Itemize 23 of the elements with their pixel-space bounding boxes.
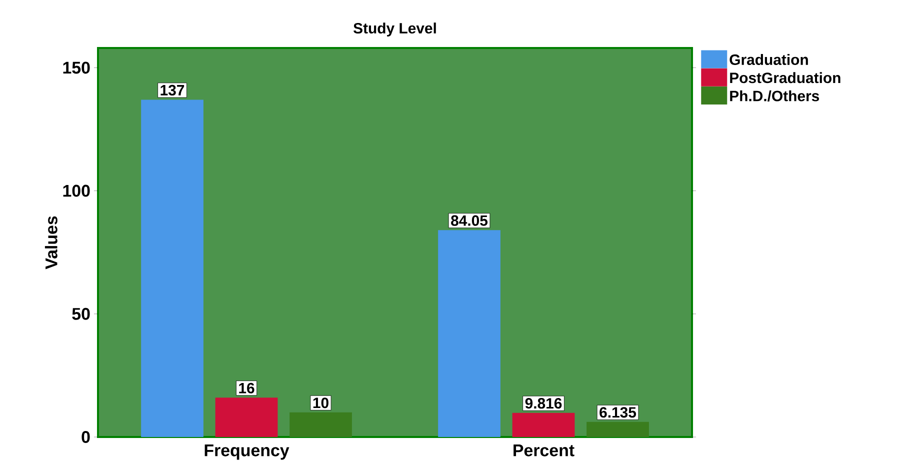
data-label: 6.135: [600, 407, 636, 418]
y-tick-label: 150: [63, 62, 90, 74]
y-tick-label: 0: [82, 431, 90, 443]
y-tick-label: 100: [63, 184, 90, 197]
chart-title: Study Level: [354, 22, 436, 36]
legend-label: PostGraduation: [730, 72, 840, 84]
bar: [512, 412, 575, 437]
y-tick-label: 50: [72, 308, 90, 320]
x-tick-label: Frequency: [204, 444, 290, 460]
data-label: 9.816: [525, 398, 562, 409]
data-label: 137: [160, 84, 184, 96]
legend-label: Ph.D./Others: [730, 90, 820, 102]
bar: [290, 412, 352, 437]
bar: [215, 398, 278, 437]
bar: [438, 230, 500, 437]
y-axis-title: Values: [44, 216, 58, 270]
data-label: 84.05: [451, 215, 488, 226]
legend-label: Graduation: [730, 54, 808, 65]
data-label: 16: [239, 382, 254, 394]
bar: [586, 422, 649, 437]
x-tick-label: Percent: [514, 444, 574, 456]
bar: [141, 100, 204, 437]
data-label: 10: [313, 398, 328, 408]
